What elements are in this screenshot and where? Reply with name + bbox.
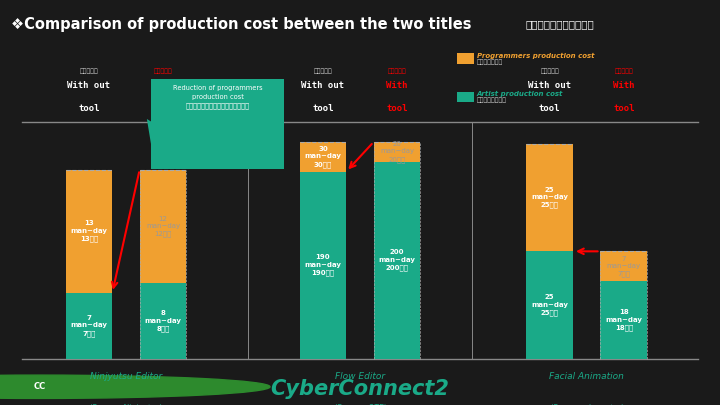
- Text: 25
man−day
25人月: 25 man−day 25人月: [531, 187, 568, 208]
- Text: With out: With out: [302, 81, 344, 90]
- Text: ツール無し: ツール無し: [540, 68, 559, 74]
- Text: With out: With out: [68, 81, 110, 90]
- Text: ツール無し: ツール無し: [313, 68, 333, 74]
- Bar: [457, 53, 474, 64]
- Text: 13
man−day
13人月: 13 man−day 13人月: [71, 220, 107, 242]
- Text: With: With: [153, 81, 174, 90]
- Text: Programmers production cost: Programmers production cost: [477, 52, 594, 58]
- Bar: [600, 281, 647, 359]
- Text: tool: tool: [539, 104, 560, 113]
- Text: ツール有り: ツール有り: [614, 68, 634, 74]
- Text: 8
man−day
8人月: 8 man−day 8人月: [145, 310, 181, 332]
- Text: 18
man−day
18人月: 18 man−day 18人月: [606, 309, 642, 331]
- Text: tool: tool: [153, 104, 174, 113]
- Polygon shape: [147, 119, 224, 167]
- Text: 30
man−day
30人月: 30 man−day 30人月: [305, 146, 341, 168]
- Text: With: With: [387, 81, 408, 90]
- Text: With out: With out: [528, 81, 571, 90]
- Text: tool: tool: [312, 104, 333, 113]
- Bar: [526, 252, 573, 359]
- Bar: [374, 162, 420, 359]
- Bar: [457, 92, 474, 102]
- Text: ツール有り: ツール有り: [153, 68, 173, 74]
- Bar: [66, 293, 112, 359]
- Text: 7
man−day
7人月: 7 man−day 7人月: [71, 315, 107, 337]
- Text: ツール有り: ツール有り: [387, 68, 407, 74]
- Bar: [526, 144, 573, 252]
- Text: Facial Animation: Facial Animation: [549, 372, 624, 381]
- Bar: [300, 171, 346, 359]
- Circle shape: [0, 375, 270, 399]
- Text: 200
man−day
200人月: 200 man−day 200人月: [379, 249, 415, 271]
- Bar: [140, 283, 186, 359]
- Text: Flow Editor: Flow Editor: [335, 372, 385, 381]
- FancyBboxPatch shape: [151, 79, 284, 168]
- Text: ツール有無での工数比較: ツール有無での工数比較: [526, 19, 594, 29]
- Bar: [66, 170, 112, 293]
- Text: (For one Ninjyutsu): (For one Ninjyutsu): [89, 404, 163, 405]
- Text: CyberConnect2: CyberConnect2: [271, 379, 449, 399]
- Bar: [374, 142, 420, 162]
- Bar: [600, 252, 647, 281]
- Text: 7
man−day
7人月: 7 man−day 7人月: [607, 256, 641, 277]
- Text: ❖Comparison of production cost between the two titles: ❖Comparison of production cost between t…: [11, 17, 472, 32]
- Text: Reduction of programmers
production cost
プログラマー工数はほぼかからない: Reduction of programmers production cost…: [173, 85, 263, 109]
- Text: tool: tool: [78, 104, 99, 113]
- Text: 25
man−day
25人月: 25 man−day 25人月: [531, 294, 568, 316]
- Text: (For one QTE): (For one QTE): [333, 404, 387, 405]
- Text: (For one character): (For one character): [550, 404, 624, 405]
- Text: 12
man−day
12人月: 12 man−day 12人月: [146, 215, 180, 237]
- Text: Artist production cost: Artist production cost: [477, 91, 563, 97]
- Text: ツール無し: ツール無し: [79, 68, 99, 74]
- Text: With: With: [613, 81, 634, 90]
- Text: 190
man−day
190人月: 190 man−day 190人月: [305, 254, 341, 276]
- Text: アーティスト工数: アーティスト工数: [477, 98, 507, 103]
- Text: Ninjyutsu Editor: Ninjyutsu Editor: [90, 372, 162, 381]
- Text: tool: tool: [613, 104, 634, 113]
- Bar: [140, 170, 186, 283]
- Bar: [300, 142, 346, 171]
- Text: tool: tool: [387, 104, 408, 113]
- Text: 20
man−day
20人月: 20 man−day 20人月: [380, 141, 414, 162]
- Text: CC: CC: [33, 382, 46, 390]
- Text: プログラマ工数: プログラマ工数: [477, 59, 503, 65]
